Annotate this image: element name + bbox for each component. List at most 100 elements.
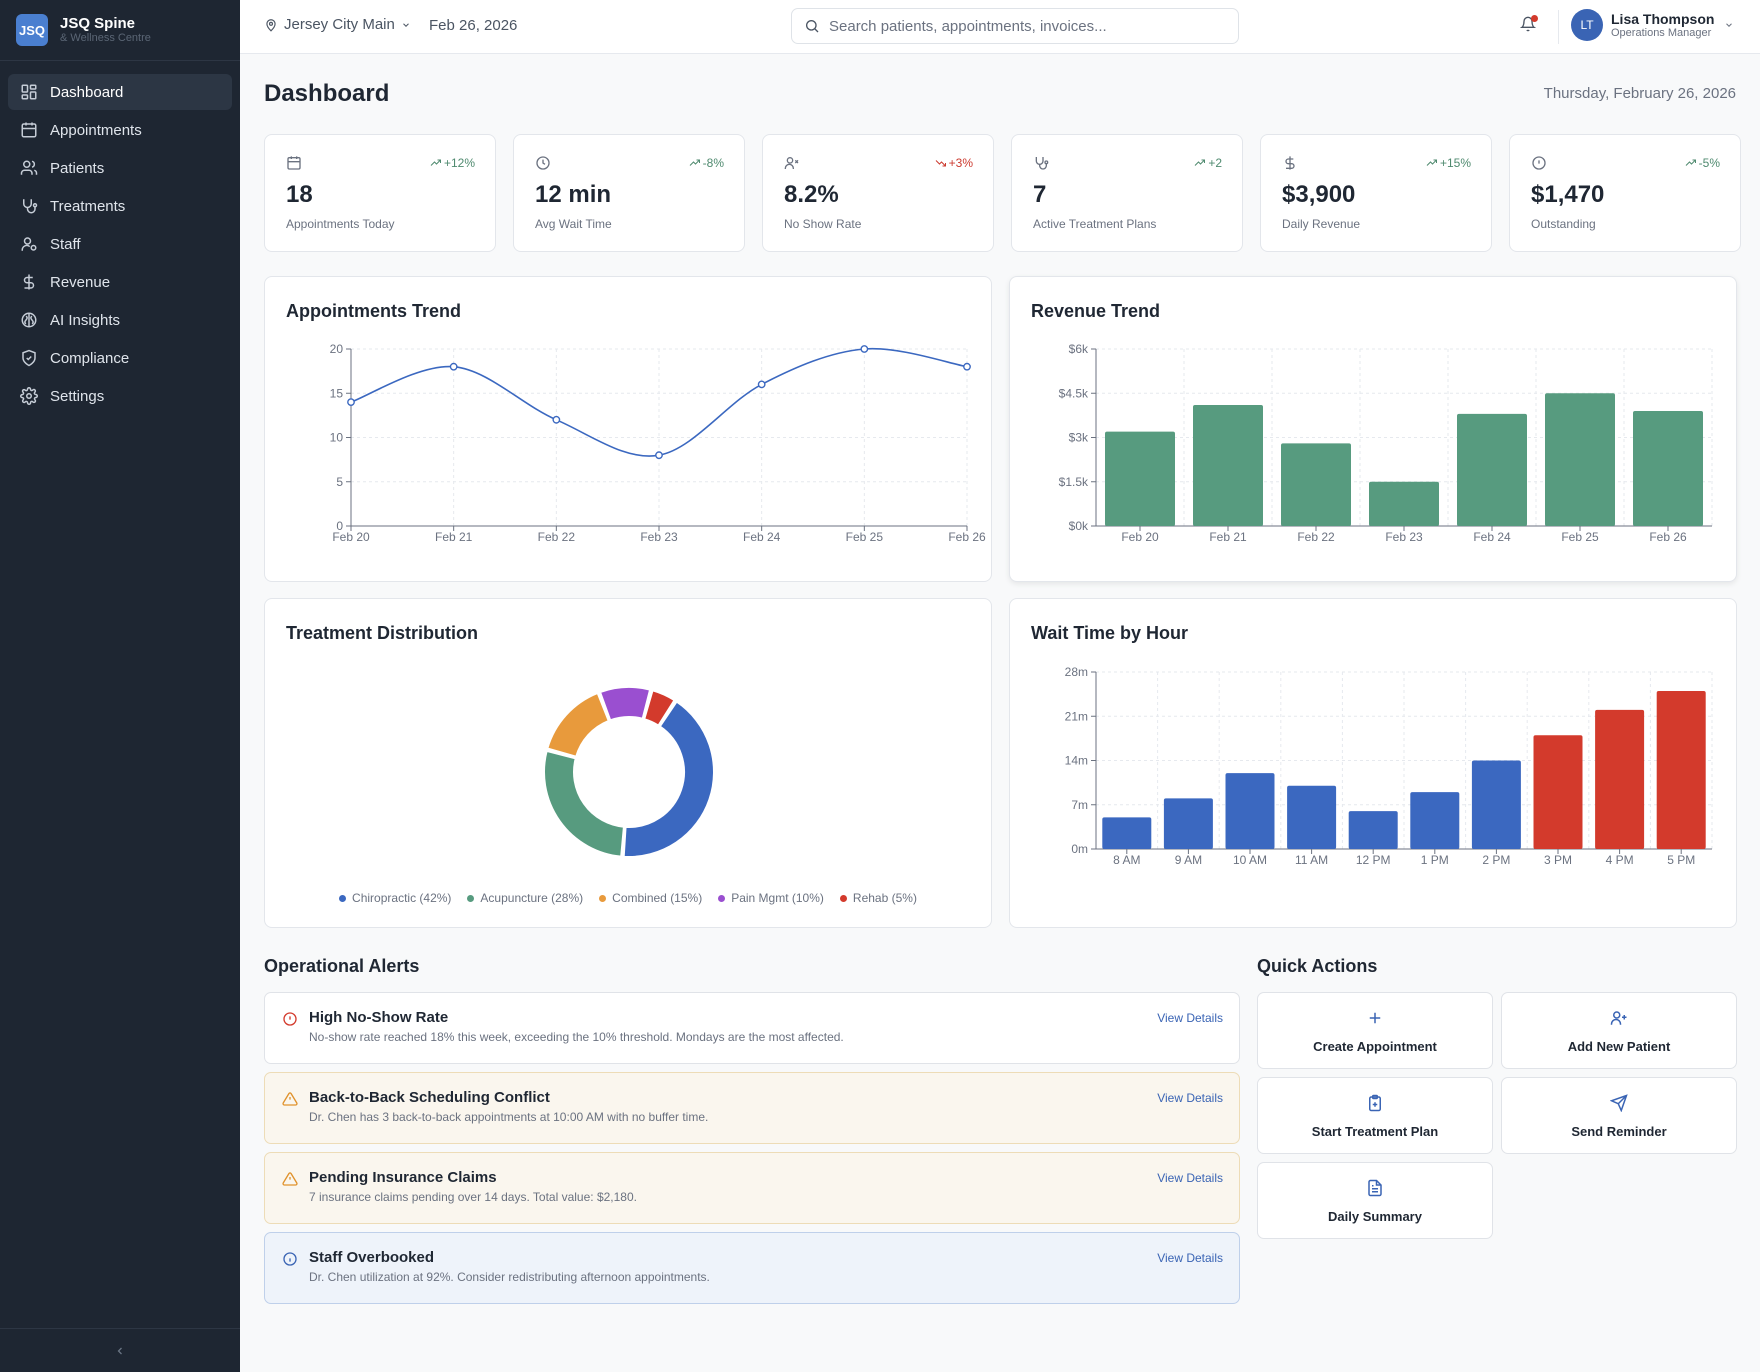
stat-card-appointments[interactable]: +12% 18 Appointments Today: [264, 134, 496, 252]
sidebar-item-revenue[interactable]: Revenue: [8, 264, 232, 300]
alert-circle-icon: [283, 1012, 297, 1026]
stat-value: 7: [1033, 181, 1047, 208]
pie-slice: [546, 691, 611, 758]
sidebar-item-dashboard[interactable]: Dashboard: [8, 74, 232, 110]
start-treatment-plan-button[interactable]: Start Treatment Plan: [1257, 1077, 1493, 1154]
staff-icon: [21, 237, 37, 251]
sidebar-item-staff[interactable]: Staff: [8, 226, 232, 262]
data-point: [655, 451, 663, 460]
chevron-down-icon: [402, 22, 409, 27]
action-label: Send Reminder: [1571, 1124, 1667, 1139]
view-details-link[interactable]: View Details: [1157, 1011, 1223, 1025]
y-tick-label: $0k: [1069, 519, 1089, 533]
sidebar: JSQ JSQ Spine & Wellness Centre Dashboar…: [0, 0, 240, 1372]
document-icon: [1368, 1179, 1382, 1197]
alert-title: Back-to-Back Scheduling Conflict: [309, 1089, 550, 1106]
bar: [1105, 431, 1175, 526]
y-tick-label: 7m: [1071, 798, 1088, 812]
alert-item: High No-Show Rate No-show rate reached 1…: [264, 992, 1240, 1064]
y-tick-label: 0: [336, 519, 343, 533]
stat-card-outstanding[interactable]: -5% $1,470 Outstanding: [1509, 134, 1741, 252]
user-menu[interactable]: LT Lisa Thompson Operations Manager: [1571, 9, 1734, 41]
gear-icon: [20, 387, 38, 405]
alert-description: Dr. Chen utilization at 92%. Consider re…: [309, 1270, 710, 1284]
x-tick-label: 2 PM: [1482, 853, 1510, 867]
stat-card-treatment-plans[interactable]: +2 7 Active Treatment Plans: [1011, 134, 1243, 252]
topbar: Jersey City Main Feb 26, 2026 LT Lisa Th…: [240, 0, 1760, 54]
shield-icon: [22, 349, 36, 367]
x-tick-label: Feb 21: [435, 530, 473, 544]
y-tick-label: 28m: [1065, 665, 1088, 679]
users-icon: [20, 160, 38, 175]
chart-title: Appointments Trend: [286, 301, 461, 321]
stat-change: +15%: [1426, 156, 1471, 170]
page-title: Dashboard: [264, 80, 390, 107]
stat-value: 12 min: [535, 181, 612, 208]
sidebar-item-compliance[interactable]: Compliance: [8, 340, 232, 376]
alert-description: No-show rate reached 18% this week, exce…: [309, 1030, 844, 1044]
brand-logo: JSQ: [16, 14, 48, 46]
x-tick-label: 1 PM: [1421, 853, 1449, 867]
alert-item: Staff Overbooked Dr. Chen utilization at…: [264, 1232, 1240, 1304]
search-input[interactable]: [829, 17, 1229, 35]
sidebar-item-label: Treatments: [50, 197, 126, 215]
y-tick-label: 0m: [1071, 842, 1088, 856]
sidebar-nav: Dashboard Appointments Patients Treatmen…: [0, 61, 240, 429]
view-details-link[interactable]: View Details: [1157, 1251, 1223, 1265]
daily-summary-button[interactable]: Daily Summary: [1257, 1162, 1493, 1239]
data-point: [963, 362, 971, 371]
alert-item: Pending Insurance Claims 7 insurance cla…: [264, 1152, 1240, 1224]
brand-title: JSQ Spine: [60, 15, 136, 32]
y-tick-label: $3k: [1069, 431, 1089, 445]
alerts-title: Operational Alerts: [264, 956, 420, 976]
dashboard-icon: [21, 84, 37, 100]
send-reminder-button[interactable]: Send Reminder: [1501, 1077, 1737, 1154]
sidebar-item-treatments[interactable]: Treatments: [8, 188, 232, 224]
x-tick-label: Feb 26: [948, 530, 986, 544]
sidebar-item-label: Staff: [50, 235, 81, 253]
x-tick-label: 9 AM: [1175, 853, 1202, 867]
appointments-trend-card: Appointments Trend 0 5 10 15 20 Feb 20 Feb 21 F…: [264, 276, 992, 582]
x-tick-label: Feb 25: [846, 530, 884, 544]
bar: [1163, 798, 1213, 849]
stat-value: 18: [286, 181, 313, 208]
sidebar-collapse-button[interactable]: [0, 1328, 240, 1372]
sidebar-item-patients[interactable]: Patients: [8, 150, 232, 186]
dollar-icon: [1285, 156, 1295, 170]
sidebar-item-label: Compliance: [50, 349, 130, 367]
legend-item: Pain Mgmt (10%): [718, 891, 824, 905]
alert-item: Back-to-Back Scheduling Conflict Dr. Che…: [264, 1072, 1240, 1144]
wait-time-chart: 0m 7m 14m 21m 28m 8 AM 9 AM 10 AM 11 AM 12 PM 1 PM…: [1065, 665, 1713, 867]
sidebar-item-settings[interactable]: Settings: [8, 378, 232, 414]
create-appointment-button[interactable]: Create Appointment: [1257, 992, 1493, 1069]
chart-title: Treatment Distribution: [286, 623, 479, 643]
action-label: Daily Summary: [1328, 1209, 1422, 1224]
view-details-link[interactable]: View Details: [1157, 1171, 1223, 1185]
trend-down-icon: [935, 160, 946, 167]
sidebar-item-ai-insights[interactable]: AI Insights: [8, 302, 232, 338]
sidebar-item-appointments[interactable]: Appointments: [8, 112, 232, 148]
bell-icon: [1520, 16, 1536, 32]
stat-card-revenue[interactable]: +15% $3,900 Daily Revenue: [1260, 134, 1492, 252]
brand-subtitle: & Wellness Centre: [60, 32, 151, 44]
notifications-button[interactable]: [1520, 15, 1538, 32]
stat-card-no-show[interactable]: +3% 8.2% No Show Rate: [762, 134, 994, 252]
stat-card-wait-time[interactable]: -8% 12 min Avg Wait Time: [513, 134, 745, 252]
dollar-icon: [23, 274, 35, 290]
alert-description: Dr. Chen has 3 back-to-back appointments…: [309, 1110, 709, 1124]
treatment-distribution-card: Treatment Distribution Chiropractic (42%…: [264, 598, 992, 928]
view-details-link[interactable]: View Details: [1157, 1091, 1223, 1105]
y-tick-label: 20: [330, 342, 344, 356]
bar: [1281, 443, 1351, 526]
location-name: Jersey City Main: [284, 16, 395, 33]
add-new-patient-button[interactable]: Add New Patient: [1501, 992, 1737, 1069]
chart-title: Wait Time by Hour: [1031, 623, 1189, 643]
location-selector[interactable]: Jersey City Main: [264, 16, 417, 33]
quick-actions-title: Quick Actions: [1257, 956, 1378, 976]
x-tick-label: Feb 22: [538, 530, 576, 544]
stat-label: Active Treatment Plans: [1033, 217, 1157, 231]
bar: [1545, 393, 1615, 526]
alert-title: High No-Show Rate: [309, 1009, 449, 1026]
x-tick-label: 5 PM: [1667, 853, 1695, 867]
x-tick-label: 3 PM: [1544, 853, 1572, 867]
